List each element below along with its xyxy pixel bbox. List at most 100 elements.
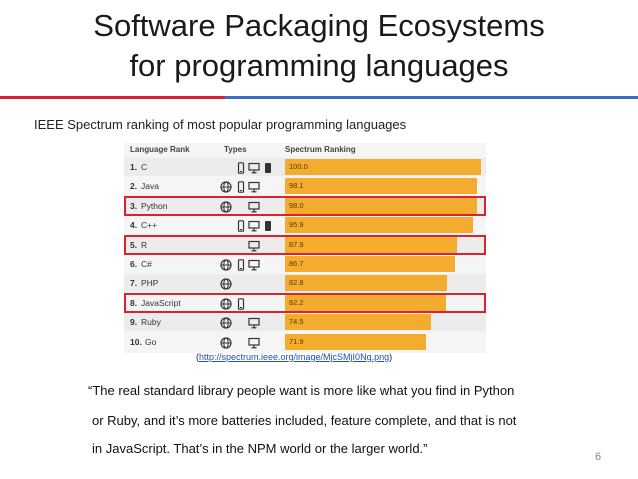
rank-label: 8. — [130, 297, 138, 308]
type-icons — [220, 200, 282, 213]
ranking-value: 71.9 — [289, 336, 304, 346]
source-close-paren: ) — [389, 352, 393, 362]
mobile-icon — [235, 219, 247, 232]
ranking-value: 82.2 — [289, 297, 304, 307]
ranking-value: 74.5 — [289, 317, 304, 327]
title-line-2: for programming languages — [129, 48, 509, 83]
desktop-icon — [248, 258, 260, 271]
web-icon — [220, 336, 232, 349]
header-spectrum-ranking: Spectrum Ranking — [285, 145, 356, 154]
mobile-icon — [235, 161, 247, 174]
chart-caption: IEEE Spectrum ranking of most popular pr… — [34, 117, 407, 132]
chart-row: 2. Java 98.1 — [124, 177, 486, 195]
desktop-icon — [248, 180, 260, 193]
web-icon — [220, 258, 232, 271]
language-label: Go — [145, 336, 157, 347]
rank-label: 10. — [130, 336, 142, 347]
ranking-value: 100.0 — [289, 162, 308, 171]
language-label: Ruby — [141, 317, 161, 328]
desktop-icon — [248, 316, 260, 329]
language-label: JavaScript — [141, 297, 181, 308]
rank-label: 5. — [130, 239, 138, 250]
ranking-value: 82.8 — [289, 278, 304, 288]
mobile-icon — [235, 258, 247, 271]
ranking-bar: 82.8 — [285, 275, 448, 292]
language-label: Java — [141, 181, 159, 192]
type-icons — [220, 239, 282, 251]
type-icons — [220, 297, 282, 310]
desktop-icon — [248, 239, 260, 251]
type-icons — [220, 219, 282, 232]
web-icon — [220, 200, 232, 213]
ranking-bar: 87.9 — [285, 236, 458, 253]
source-citation: (http://spectrum.ieee.org/image/MjcSMjI0… — [196, 352, 392, 362]
divider-blue-segment — [225, 96, 638, 99]
ranking-value: 98.1 — [289, 181, 304, 191]
language-ranking-chart: Language Rank Types Spectrum Ranking 1. C… — [124, 143, 486, 353]
highlight-box — [124, 195, 486, 216]
chart-row: 9. Ruby 74.5 — [124, 313, 486, 332]
rank-label: 1. — [130, 162, 138, 172]
mobile-icon — [235, 297, 247, 310]
ranking-bar: 95.9 — [285, 217, 473, 234]
page-number: 6 — [595, 451, 602, 463]
ranking-value: 87.9 — [289, 239, 304, 249]
slide-title: Software Packaging Ecosystems for progra… — [0, 6, 638, 86]
chart-row: 4. C++ 95.9 — [124, 216, 486, 234]
web-icon — [220, 316, 232, 329]
type-icons — [220, 180, 282, 194]
rank-label: 4. — [130, 220, 138, 231]
highlight-box — [124, 234, 486, 255]
language-label: R — [141, 239, 148, 250]
desktop-icon — [248, 219, 260, 232]
type-icons — [220, 316, 282, 329]
ranking-bar: 100.0 — [285, 159, 481, 175]
quote-line-1: “The real standard library people want i… — [88, 383, 515, 398]
language-label: C# — [141, 259, 152, 269]
mobile-icon — [235, 180, 247, 194]
language-label: Python — [141, 200, 168, 211]
chart-row: 7. PHP 82.8 — [124, 274, 486, 293]
rank-label: 9. — [130, 317, 138, 328]
chart-row: 8. JavaScript 82.2 — [124, 292, 486, 313]
ranking-value: 98.0 — [289, 200, 304, 210]
type-icons — [220, 336, 282, 349]
chart-row: 1. C 100.0 — [124, 158, 486, 176]
language-label: C++ — [141, 220, 158, 231]
rank-label: 2. — [130, 181, 138, 192]
desktop-icon — [248, 161, 260, 174]
type-icons — [220, 277, 282, 290]
header-types: Types — [224, 145, 247, 154]
web-icon — [220, 297, 232, 310]
source-link[interactable]: http://spectrum.ieee.org/image/MjcSMjI0N… — [199, 352, 390, 362]
ranking-bar: 82.2 — [285, 294, 447, 311]
rank-label: 7. — [130, 278, 138, 289]
ranking-bar: 98.1 — [285, 178, 478, 195]
title-line-1: Software Packaging Ecosystems — [93, 8, 545, 43]
chart-row: 3. Python 98.0 — [124, 195, 486, 216]
ranking-value: 95.9 — [289, 220, 304, 230]
ranking-value: 86.7 — [289, 259, 304, 268]
header-language-rank: Language Rank — [130, 145, 190, 154]
ranking-bar: 86.7 — [285, 256, 455, 272]
web-icon — [220, 180, 232, 193]
language-label: C — [141, 162, 148, 172]
ranking-bar: 74.5 — [285, 314, 432, 331]
embedded-icon — [262, 219, 274, 232]
highlight-box — [124, 292, 486, 313]
quote-line-3: in JavaScript. That’s in the NPM world o… — [92, 441, 428, 456]
rank-label: 6. — [130, 259, 138, 269]
ranking-bar: 98.0 — [285, 197, 478, 214]
rank-label: 3. — [130, 200, 138, 211]
chart-row: 10. Go 71.9 — [124, 333, 486, 351]
type-icons — [220, 161, 282, 174]
chart-row: 6. C# 86.7 — [124, 255, 486, 273]
quote-line-2: or Ruby, and it’s more batteries include… — [92, 413, 517, 428]
ranking-bar: 71.9 — [285, 333, 426, 350]
divider-red-segment — [0, 96, 225, 99]
desktop-icon — [248, 336, 260, 348]
source-open-paren: ( — [196, 352, 199, 362]
language-label: PHP — [141, 278, 159, 289]
chart-row: 5. R 87.9 — [124, 234, 486, 255]
web-icon — [220, 277, 232, 290]
